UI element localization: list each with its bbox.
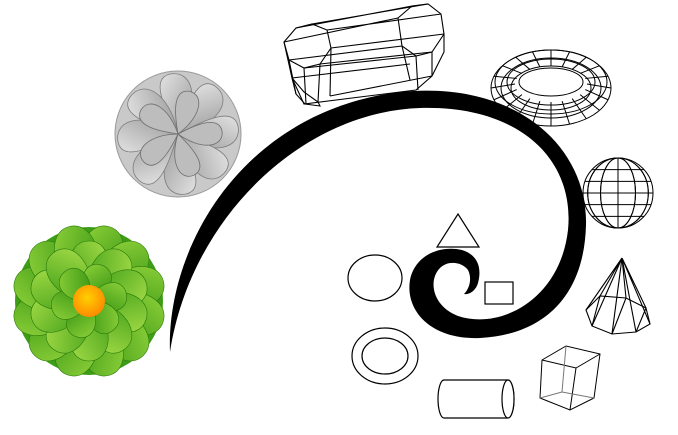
torus-icon [490, 49, 612, 127]
gray-flower-icon [114, 70, 242, 198]
sphere-icon [582, 157, 654, 229]
ellipse-icon [347, 254, 403, 302]
triangle-icon [435, 212, 481, 248]
cylinder-icon [437, 379, 515, 419]
spiral-icon [169, 90, 587, 352]
cube-icon [539, 345, 601, 411]
octagonal-prism-icon [283, 3, 445, 107]
square-icon [484, 281, 514, 305]
ring-icon [351, 327, 419, 385]
green-flower-icon [13, 225, 165, 377]
pyramid-icon [585, 257, 651, 335]
